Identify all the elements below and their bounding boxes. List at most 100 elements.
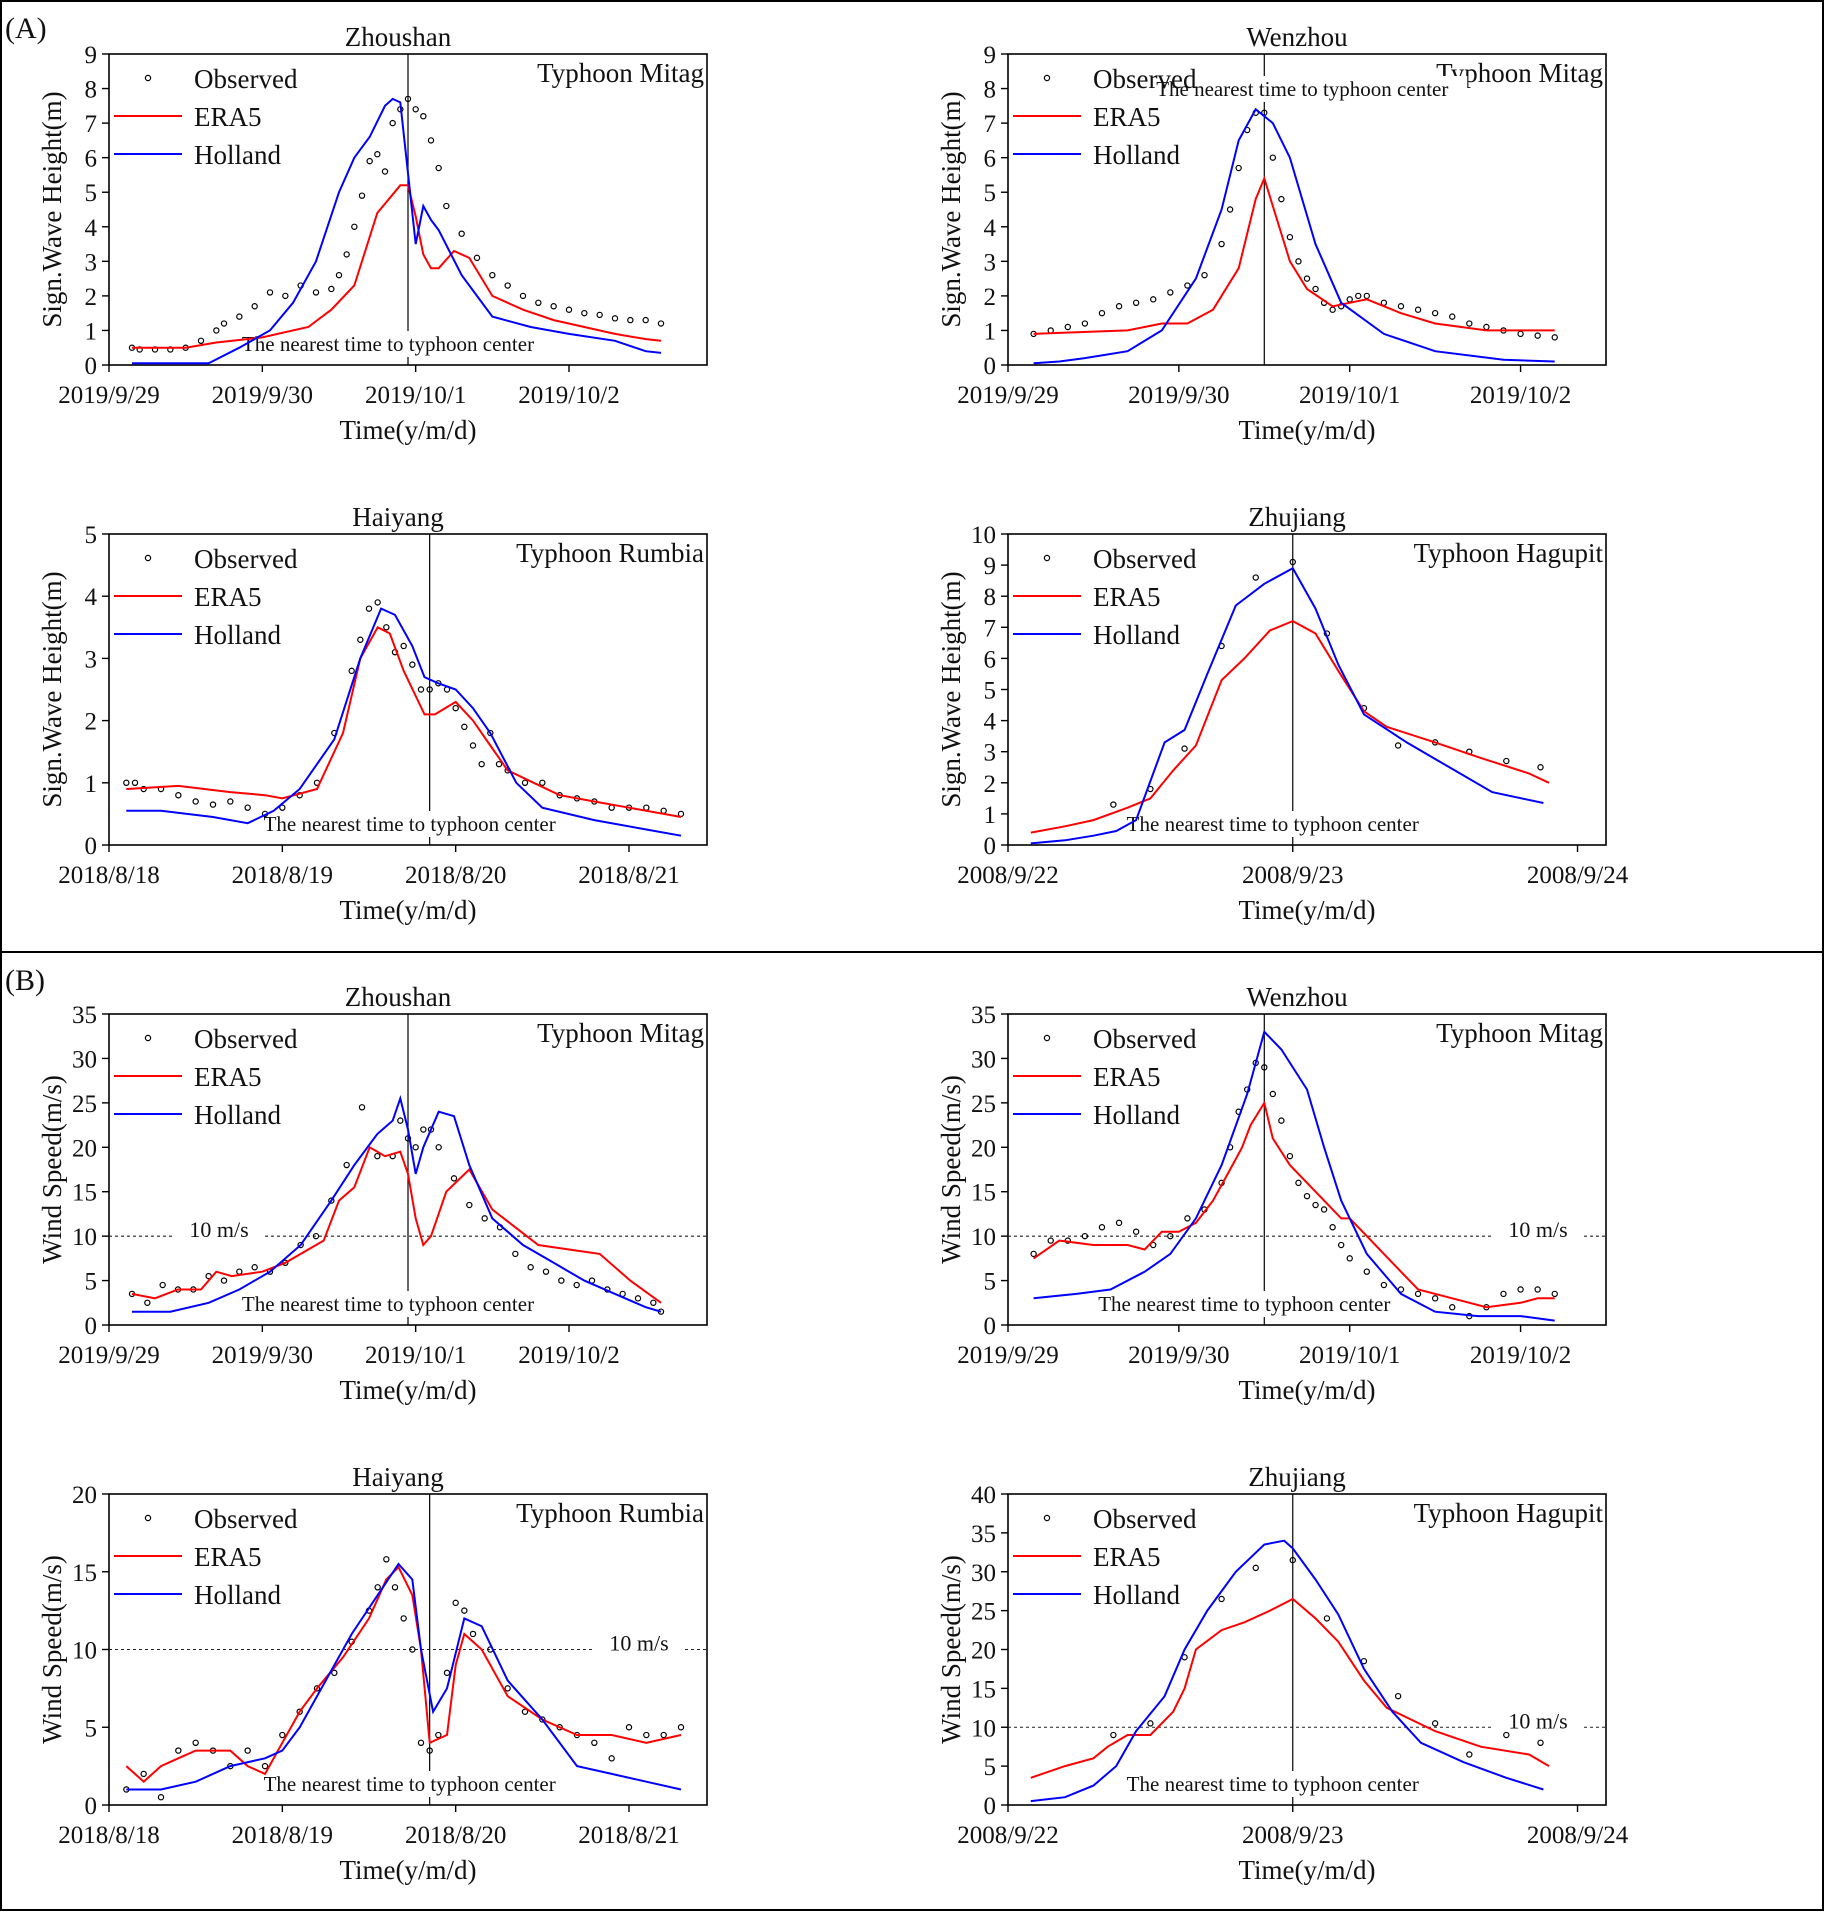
observed-point <box>209 801 217 808</box>
chart-panel-4: Zhujiang Typhoon Hagupit 0 1 2 3 4 5 6 7 8 9 10 2008/… <box>936 502 1629 925</box>
observed-point <box>1252 574 1259 581</box>
reference-line-label: 10 m/s <box>609 1631 668 1656</box>
y-tick-label: 10 <box>971 1224 996 1251</box>
x-tick-label: 2018/8/21 <box>578 1822 679 1849</box>
observed-point <box>452 1599 459 1607</box>
observed-point <box>412 1144 419 1151</box>
observed-point <box>1226 206 1234 213</box>
x-axis-title: Time(y/m/d) <box>339 415 476 445</box>
observed-point <box>1115 1219 1123 1227</box>
x-tick-label: 2019/9/29 <box>957 1342 1058 1369</box>
chart-title: Wenzhou <box>1246 22 1348 52</box>
observed-point <box>1449 1304 1456 1311</box>
observed-point <box>251 303 258 310</box>
holland-series-line <box>1033 1029 1555 1322</box>
observed-point <box>469 742 477 749</box>
legend-observed-marker <box>144 554 152 562</box>
observed-point <box>389 119 396 127</box>
observed-point <box>443 1669 451 1677</box>
legend-observed-marker <box>1043 74 1051 82</box>
observed-point <box>1397 303 1405 310</box>
observed-point <box>1517 1286 1524 1293</box>
typhoon-label: Typhoon Mitag <box>537 58 704 88</box>
x-tick-label: 2008/9/23 <box>1242 862 1343 889</box>
typhoon-label: Typhoon Hagupit <box>1414 1498 1604 1528</box>
observed-point <box>1110 801 1117 808</box>
observed-point <box>427 137 435 144</box>
observed-point <box>1431 1720 1439 1727</box>
observed-point <box>573 1281 580 1289</box>
center-label-bg <box>1137 76 1468 102</box>
observed-point <box>650 1299 657 1306</box>
legend-holland-label: Holland <box>1093 1580 1180 1610</box>
era5-series-line <box>132 184 662 349</box>
observed-point <box>625 1724 633 1731</box>
center-label: The nearest time to typhoon center <box>1127 1772 1419 1796</box>
observed-point <box>473 254 481 262</box>
observed-point <box>144 1299 151 1306</box>
x-tick-label: 2019/10/2 <box>1470 382 1571 409</box>
reference-label-bg <box>174 1214 262 1241</box>
observed-point <box>1303 1192 1311 1200</box>
reference-label-bg <box>1494 1214 1582 1241</box>
era5-series-line <box>125 1565 682 1784</box>
y-tick-label: 7 <box>85 111 98 138</box>
chart-title: Wenzhou <box>1246 982 1348 1012</box>
legend-holland-label: Holland <box>194 1580 281 1610</box>
y-tick-label: 5 <box>984 1269 997 1296</box>
x-axis-title: Time(y/m/d) <box>1238 1375 1375 1405</box>
observed-point <box>374 1152 381 1160</box>
legend-observed-label: Observed <box>1093 64 1197 94</box>
y-tick-label: 5 <box>984 1754 997 1781</box>
x-tick-label: 2008/9/22 <box>957 1822 1058 1849</box>
legend-era5-label: ERA5 <box>194 102 262 132</box>
observed-point <box>1201 271 1208 279</box>
y-tick-label: 15 <box>72 1560 97 1587</box>
observed-point <box>374 599 381 606</box>
y-tick-label: 25 <box>971 1599 996 1626</box>
observed-point <box>1537 764 1544 771</box>
observed-point <box>1329 306 1336 313</box>
observed-point <box>159 1281 166 1289</box>
center-label: The nearest time to typhoon center <box>1127 812 1419 836</box>
plot-area-frame <box>108 533 708 846</box>
x-tick-label: 2019/10/2 <box>518 382 619 409</box>
observed-point <box>469 1630 477 1638</box>
observed-point <box>608 1755 615 1762</box>
y-tick-label: 30 <box>72 1046 97 1073</box>
typhoon-label: Typhoon Rumbia <box>516 1498 704 1528</box>
observed-point <box>1167 1232 1174 1240</box>
observed-point <box>236 313 243 320</box>
reference-label-bg <box>595 1627 683 1654</box>
legend-observed-marker <box>144 1034 152 1042</box>
observed-point <box>427 1126 435 1133</box>
observed-point <box>443 202 450 210</box>
observed-point <box>521 779 529 787</box>
x-axis-title: Time(y/m/d) <box>1238 415 1375 445</box>
x-tick-label: 2018/8/18 <box>58 1822 159 1849</box>
y-tick-label: 0 <box>85 1793 98 1820</box>
observed-point <box>391 1584 399 1591</box>
observed-point <box>1394 1692 1402 1700</box>
observed-point <box>450 1175 458 1182</box>
x-tick-label: 2018/8/20 <box>405 862 506 889</box>
y-axis-title: Sign.Wave Height(m) <box>936 91 966 327</box>
observed-point <box>596 311 603 319</box>
y-tick-label: 8 <box>984 77 997 104</box>
observed-point <box>458 230 465 237</box>
legend-era5-label: ERA5 <box>194 1062 262 1092</box>
y-tick-label: 3 <box>85 249 98 276</box>
y-tick-label: 10 <box>971 522 996 549</box>
observed-point <box>412 106 419 113</box>
chart-panel-8: Zhujiang Typhoon Hagupit 0 5 10 15 20 25 30 35 40 2… <box>936 1462 1629 1885</box>
legend-observed-marker <box>144 74 152 82</box>
observed-point <box>220 320 228 327</box>
section-b-frame <box>0 951 1824 1911</box>
observed-point <box>1466 320 1473 327</box>
observed-point <box>131 779 139 787</box>
y-tick-label: 0 <box>984 353 997 380</box>
legend-era5-label: ERA5 <box>1093 1062 1161 1092</box>
observed-point <box>1184 282 1191 289</box>
observed-point <box>1320 1206 1328 1213</box>
y-tick-label: 5 <box>85 1269 98 1296</box>
